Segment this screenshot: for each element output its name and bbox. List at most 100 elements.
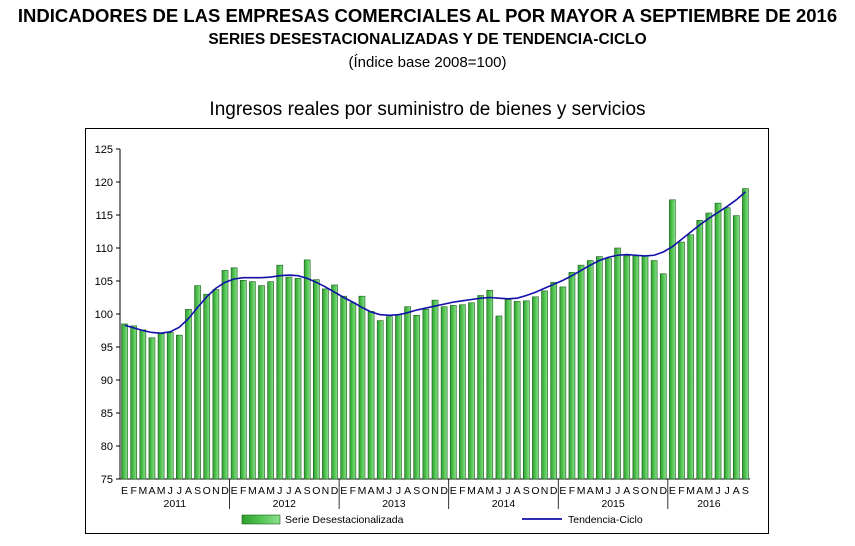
- year-label: 2016: [697, 498, 721, 510]
- month-label: S: [413, 485, 420, 497]
- month-label: M: [467, 485, 476, 497]
- bar: [459, 304, 466, 480]
- bar: [176, 334, 183, 480]
- month-label: O: [422, 485, 430, 497]
- bar: [258, 285, 265, 480]
- month-label: J: [496, 485, 501, 497]
- chart-title: Ingresos reales por suministro de bienes…: [209, 99, 646, 120]
- bar: [413, 315, 421, 480]
- bar: [212, 289, 220, 480]
- bar: [659, 273, 667, 480]
- bar: [596, 256, 603, 480]
- month-label: M: [248, 485, 257, 497]
- year-label: 2013: [382, 498, 406, 510]
- y-tick-label: 80: [101, 441, 113, 453]
- month-label: F: [240, 485, 246, 497]
- bar: [367, 311, 375, 480]
- bar: [678, 241, 685, 480]
- year-label: 2014: [492, 498, 516, 510]
- y-tick-label: 100: [95, 309, 113, 321]
- month-label: O: [531, 485, 539, 497]
- month-label: A: [148, 485, 155, 497]
- year-label: 2011: [163, 498, 186, 510]
- y-tick-label: 75: [101, 474, 113, 486]
- month-label: M: [138, 485, 147, 497]
- bar: [614, 247, 621, 480]
- bar: [349, 302, 357, 480]
- trend-line: [124, 191, 746, 334]
- index-base-note: (Índice base 2008=100): [348, 54, 507, 71]
- bar: [185, 309, 192, 480]
- y-tick-label: 115: [95, 210, 113, 222]
- bar: [203, 293, 211, 480]
- bar: [267, 281, 274, 480]
- bar: [486, 289, 494, 480]
- bar: [130, 325, 138, 480]
- bar: [249, 281, 256, 480]
- page-subtitle: SERIES DESESTACIONALIZADAS Y DE TENDENCI…: [208, 31, 647, 48]
- bar: [495, 315, 503, 480]
- bar: [221, 270, 229, 480]
- month-label: A: [185, 485, 192, 497]
- bar: [285, 276, 293, 480]
- bar: [166, 332, 174, 480]
- bar: [605, 258, 612, 480]
- month-label: D: [550, 485, 558, 497]
- month-label: D: [659, 485, 667, 497]
- bar: [121, 323, 128, 480]
- bar: [742, 188, 749, 480]
- bar: [577, 264, 585, 480]
- month-label: N: [431, 485, 439, 497]
- y-tick-label: 125: [95, 144, 113, 156]
- bar: [504, 299, 512, 480]
- bar: [440, 306, 448, 480]
- month-label: M: [485, 485, 494, 497]
- bar: [312, 279, 320, 480]
- bar: [276, 264, 284, 480]
- month-label: E: [450, 485, 457, 497]
- bar: [468, 302, 475, 480]
- month-label: M: [705, 485, 714, 497]
- month-label: M: [577, 485, 586, 497]
- bar: [513, 301, 521, 480]
- legend-bar-label: Serie Desestacionalizada: [285, 514, 404, 526]
- bar: [322, 288, 329, 480]
- bar: [705, 212, 713, 480]
- bar: [550, 282, 558, 480]
- month-label: N: [212, 485, 220, 497]
- month-label: J: [505, 485, 510, 497]
- month-label: M: [376, 485, 385, 497]
- month-label: M: [595, 485, 604, 497]
- month-label: N: [650, 485, 658, 497]
- month-label: O: [312, 485, 320, 497]
- month-label: O: [641, 485, 649, 497]
- month-label: D: [440, 485, 448, 497]
- chart-area: 75 80 85 90 95 100 105 110 115 120 125 E F M A M J J A S O N D…: [85, 128, 769, 534]
- month-label: A: [404, 485, 411, 497]
- bar: [586, 260, 594, 480]
- bar: [714, 202, 722, 480]
- bar: [386, 316, 393, 480]
- legend-line-label: Tendencia-Ciclo: [568, 514, 643, 526]
- month-label: A: [258, 485, 265, 497]
- month-label: J: [177, 485, 182, 497]
- bar: [669, 199, 676, 480]
- bar: [294, 278, 302, 480]
- month-label: J: [387, 485, 392, 497]
- month-label: S: [523, 485, 530, 497]
- bar: [541, 290, 548, 480]
- month-label: M: [266, 485, 275, 497]
- bar: [449, 305, 457, 480]
- month-label: J: [277, 485, 282, 497]
- month-label: F: [350, 485, 356, 497]
- bar: [522, 300, 530, 480]
- bar: [723, 207, 731, 480]
- bar: [568, 272, 576, 480]
- month-label: M: [686, 485, 695, 497]
- y-tick-label: 95: [101, 342, 113, 354]
- bar: [623, 255, 631, 480]
- bar: [331, 284, 338, 480]
- month-label: A: [514, 485, 521, 497]
- month-label: F: [130, 485, 136, 497]
- month-label: S: [632, 485, 639, 497]
